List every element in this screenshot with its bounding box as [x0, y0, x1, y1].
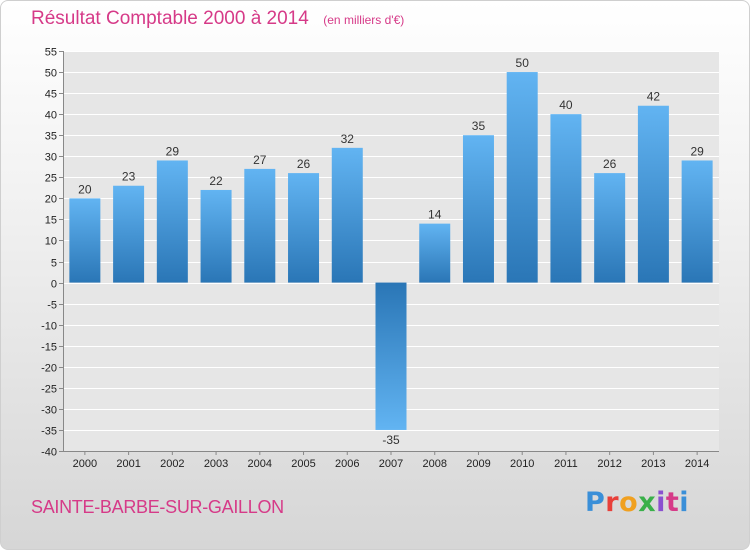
- y-tick-label: -20: [41, 363, 57, 375]
- bar-2006: [331, 147, 363, 283]
- y-tick-label: 0: [51, 279, 57, 291]
- y-tick-label: -5: [47, 300, 57, 312]
- bar-2010: [506, 72, 538, 283]
- bar-2005: [288, 173, 320, 283]
- y-tick-label: 25: [45, 173, 57, 185]
- bar-2007: [375, 282, 407, 430]
- y-tick-label: 35: [45, 131, 57, 143]
- value-label-2013: 42: [647, 90, 661, 104]
- bar-2011: [550, 114, 582, 283]
- bar-2009: [462, 135, 494, 283]
- chart-title: Résultat Comptable 2000 à 2014: [31, 8, 309, 29]
- bar-2012: [594, 173, 626, 283]
- value-label-2004: 27: [253, 153, 267, 167]
- y-tick-label: -10: [41, 321, 57, 333]
- y-tick-label: 50: [45, 68, 57, 80]
- x-tick-label: 2010: [510, 458, 534, 470]
- y-tick-label: 10: [45, 236, 57, 248]
- bar-2013: [637, 105, 669, 283]
- x-tick-label: 2014: [685, 458, 709, 470]
- y-tick-label: -30: [41, 405, 57, 417]
- y-tick-label: -35: [41, 426, 57, 438]
- y-tick-label: -40: [41, 447, 57, 459]
- value-label-2008: 14: [428, 208, 442, 222]
- y-tick-label: 45: [45, 89, 57, 101]
- value-label-2007: -35: [382, 433, 400, 447]
- x-tick-label: 2005: [291, 458, 315, 470]
- bar-2002: [156, 160, 188, 283]
- bar-2014: [681, 160, 713, 283]
- x-tick-label: 2007: [379, 458, 403, 470]
- value-label-2005: 26: [297, 157, 311, 171]
- value-label-2003: 22: [209, 174, 223, 188]
- x-tick-label: 2001: [116, 458, 140, 470]
- bar-2008: [419, 223, 451, 283]
- value-label-2001: 23: [122, 170, 136, 184]
- value-label-2006: 32: [341, 132, 355, 146]
- y-tick-label: -25: [41, 384, 57, 396]
- bar-2001: [113, 185, 145, 283]
- bar-layer: [69, 72, 713, 430]
- y-tick-label: 55: [45, 47, 57, 59]
- y-tick-label: 30: [45, 152, 57, 164]
- value-label-2009: 35: [472, 119, 486, 133]
- value-label-2012: 26: [603, 157, 617, 171]
- y-tick-label: 15: [45, 215, 57, 227]
- commune-name: SAINTE-BARBE-SUR-GAILLON: [31, 497, 284, 517]
- value-label-2014: 29: [690, 144, 704, 158]
- title-row: Résultat Comptable 2000 à 2014 (en milli…: [31, 8, 404, 30]
- x-tick-label: 2002: [160, 458, 184, 470]
- y-tick-label: 40: [45, 110, 57, 122]
- y-tick-label: -15: [41, 342, 57, 354]
- x-tick-label: 2003: [204, 458, 228, 470]
- y-tick-label: 20: [45, 194, 57, 206]
- x-tick-label: 2004: [248, 458, 272, 470]
- chart-subtitle: (en milliers d'€): [323, 13, 405, 27]
- bar-2004: [244, 168, 276, 283]
- axis-layer: 5550454035302520151050-5-10-15-20-25-30-…: [41, 47, 719, 470]
- x-tick-label: 2009: [466, 458, 490, 470]
- proxiti-logo[interactable]: Proxiti: [585, 487, 690, 518]
- value-label-2010: 50: [516, 56, 530, 70]
- x-tick-label: 2011: [554, 458, 578, 470]
- x-tick-label: 2012: [597, 458, 621, 470]
- value-label-2000: 20: [78, 182, 92, 196]
- value-label-2002: 29: [166, 144, 180, 158]
- x-tick-label: 2006: [335, 458, 359, 470]
- value-label-2011: 40: [559, 98, 573, 112]
- bar-2000: [69, 198, 101, 283]
- bar-2003: [200, 189, 232, 283]
- x-tick-label: 2013: [641, 458, 665, 470]
- y-tick-label: 5: [51, 258, 57, 270]
- x-tick-label: 2008: [422, 458, 446, 470]
- x-tick-label: 2000: [73, 458, 97, 470]
- label-layer: 20 23 29 22 27 26 32 -35 14 35 50 40 26 42 29: [78, 56, 704, 447]
